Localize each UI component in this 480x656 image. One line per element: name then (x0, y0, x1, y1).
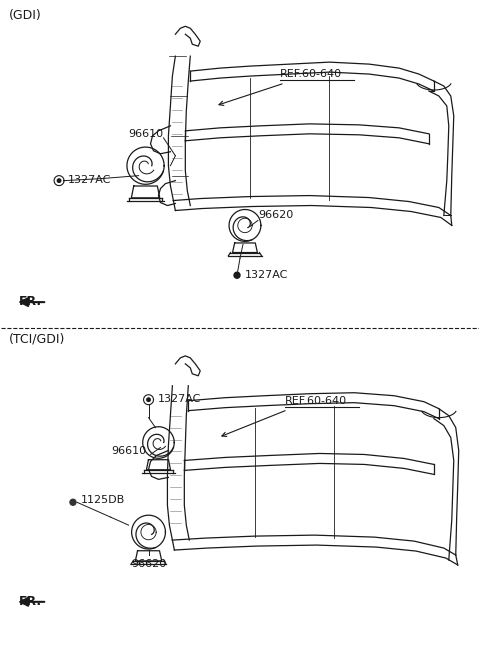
Text: (GDI): (GDI) (9, 9, 42, 22)
Text: 96620: 96620 (258, 211, 293, 220)
Circle shape (70, 499, 76, 505)
Text: 96620: 96620 (131, 559, 166, 569)
Text: 96610: 96610 (129, 129, 164, 139)
Text: REF.60-640: REF.60-640 (280, 69, 342, 79)
Text: 1327AC: 1327AC (245, 270, 288, 280)
Text: 1327AC: 1327AC (157, 394, 201, 403)
Text: 1125DB: 1125DB (81, 495, 125, 505)
Text: REF.60-640: REF.60-640 (285, 396, 347, 405)
Text: FR.: FR. (19, 295, 42, 308)
Text: 96610: 96610 (111, 445, 146, 455)
Circle shape (147, 398, 150, 401)
Text: (TCI/GDI): (TCI/GDI) (9, 333, 66, 346)
Circle shape (234, 272, 240, 278)
Text: 1327AC: 1327AC (68, 174, 111, 184)
Circle shape (57, 179, 61, 182)
Text: FR.: FR. (19, 595, 42, 608)
